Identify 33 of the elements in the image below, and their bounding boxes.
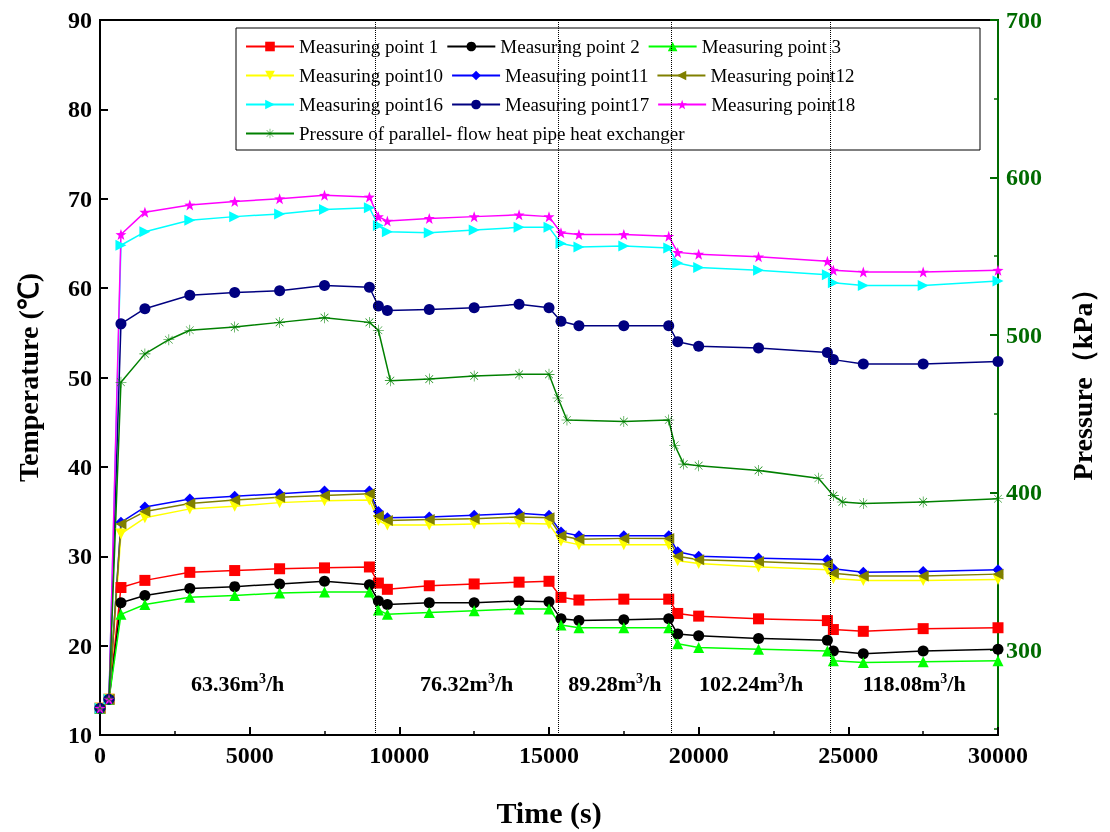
legend-label: Measuring point10 (299, 65, 444, 86)
x-tick-label: 25000 (818, 742, 879, 768)
legend-label: Measuring point18 (711, 94, 856, 115)
y2-tick-label: 400 (1006, 479, 1042, 506)
y-axis-title: Temperature (℃) (12, 272, 44, 483)
legend-label: Measuring point12 (710, 65, 855, 86)
y-tick-label: 50 (68, 364, 92, 391)
y2-tick-label: 300 (1006, 636, 1042, 663)
y-tick-label: 80 (68, 96, 92, 123)
y-tick-label: 90 (68, 7, 92, 33)
y-tick-label: 10 (68, 722, 92, 748)
y-tick-label: 30 (68, 543, 92, 570)
y2-axis-title: Pressure（kPa） (1066, 274, 1098, 481)
x-tick-label: 10000 (369, 742, 430, 768)
legend-label: Measuring point 2 (500, 36, 640, 57)
y-tick-label: 20 (68, 632, 92, 659)
legend-label: Measuring point11 (505, 65, 649, 86)
legend-label: Measuring point17 (505, 94, 650, 115)
y2-tick-label: 500 (1006, 321, 1042, 348)
x-tick-label: 0 (94, 742, 106, 768)
legend-label: Measuring point 3 (701, 36, 841, 57)
x-tick-label: 20000 (668, 742, 729, 768)
x-tick-label: 30000 (968, 742, 1028, 768)
x-tick-label: 15000 (519, 742, 579, 768)
x-axis-title: Time (s) (496, 795, 602, 830)
y-tick-label: 60 (68, 275, 92, 302)
legend-label: Measuring point 1 (299, 36, 439, 57)
legend-label: Measuring point16 (299, 94, 444, 115)
y-tick-label: 70 (68, 185, 92, 212)
y2-tick-label: 600 (1006, 164, 1042, 191)
y2-tick-label: 700 (1006, 7, 1042, 33)
x-tick-label: 5000 (225, 742, 274, 768)
y-tick-label: 40 (68, 453, 92, 480)
